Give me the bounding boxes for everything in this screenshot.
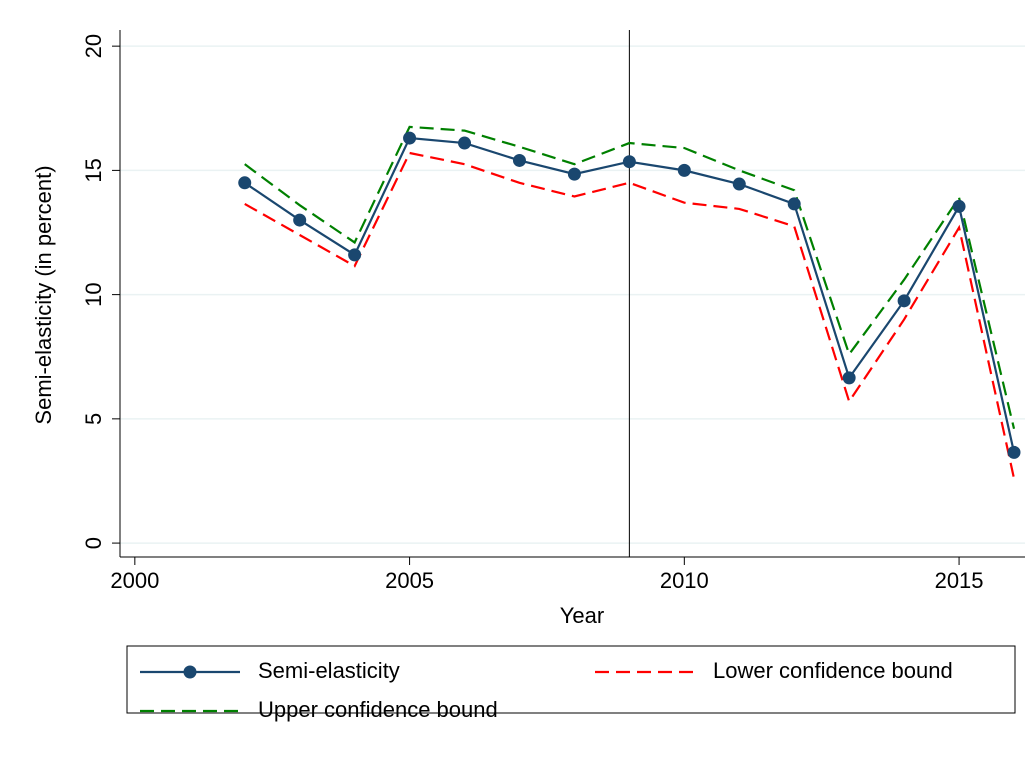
x-axis-title: Year xyxy=(560,603,604,628)
x-tick-label: 2010 xyxy=(660,568,709,593)
point xyxy=(293,213,307,227)
y-tick-label: 0 xyxy=(81,537,106,549)
y-tick-label: 15 xyxy=(81,158,106,182)
point xyxy=(622,155,636,169)
point xyxy=(567,167,581,181)
point xyxy=(732,177,746,191)
point xyxy=(1007,445,1021,459)
x-tick-label: 2000 xyxy=(110,568,159,593)
point xyxy=(512,153,526,167)
point xyxy=(952,199,966,213)
legend-marker xyxy=(183,665,197,679)
y-axis-title: Semi-elasticity (in percent) xyxy=(31,165,56,424)
y-tick-label: 5 xyxy=(81,413,106,425)
series-line xyxy=(244,125,1016,430)
point xyxy=(348,248,362,262)
legend-label: Lower confidence bound xyxy=(713,658,953,683)
point xyxy=(787,197,801,211)
x-tick-label: 2015 xyxy=(935,568,984,593)
point xyxy=(238,176,252,190)
series-line xyxy=(244,151,1016,479)
x-tick-label: 2005 xyxy=(385,568,434,593)
point xyxy=(842,371,856,385)
point xyxy=(458,136,472,150)
y-tick-label: 10 xyxy=(81,282,106,306)
legend-label: Upper confidence bound xyxy=(258,697,498,722)
point xyxy=(897,294,911,308)
legend-box xyxy=(126,645,1016,714)
point xyxy=(403,131,417,145)
y-tick-label: 20 xyxy=(81,34,106,58)
point xyxy=(677,163,691,177)
legend-label: Semi-elasticity xyxy=(258,658,400,683)
